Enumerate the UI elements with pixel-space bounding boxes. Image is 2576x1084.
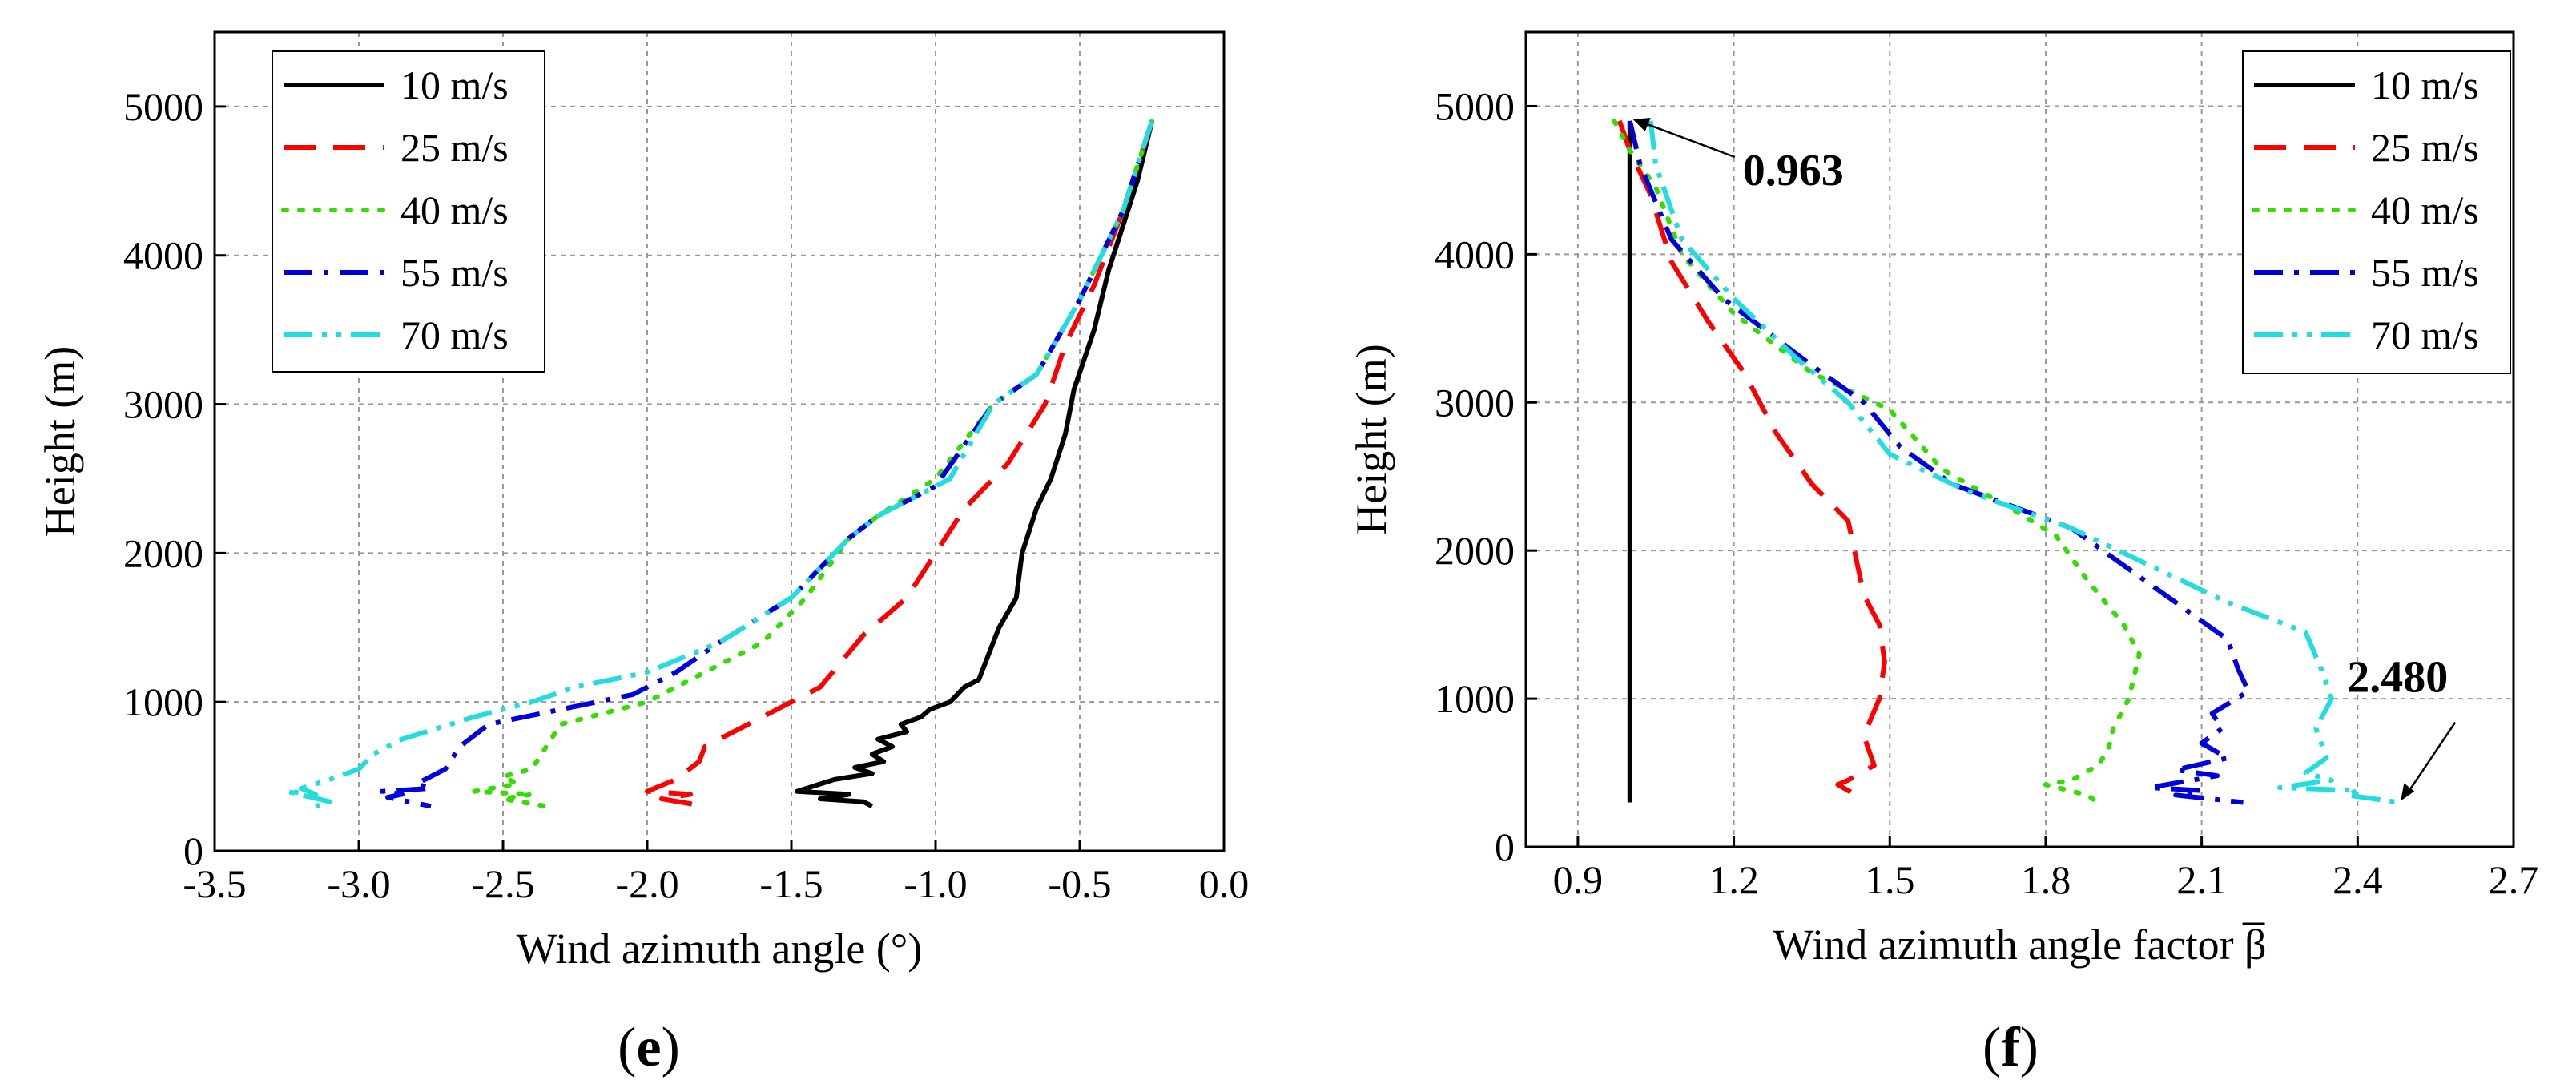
panel-label: (e) <box>618 1017 680 1078</box>
y-tick-label: 0 <box>183 828 203 873</box>
annotation-label: 2.480 <box>2347 653 2448 703</box>
x-axis-title: Wind azimuth angle (°) <box>517 925 923 973</box>
legend: 10 m/s 25 m/s 40 m/s 55 m/s 70 m/s <box>272 50 545 373</box>
series-line-70msms <box>1648 120 2400 805</box>
y-tick-label: 3000 <box>123 382 203 427</box>
plot-frame <box>1524 30 2515 848</box>
y-tick-label: 2000 <box>123 530 203 575</box>
series-line-55msms <box>1627 120 2251 805</box>
annotation-arrowhead <box>1632 117 1651 131</box>
series-line-40msms <box>472 119 1154 809</box>
x-tick-label: -0.5 <box>1048 861 1111 906</box>
panel-f: 0.9 1.2 1.5 1.8 2.1 2.4 2.7 0 1000 2000 3000 4000 50… <box>1347 30 2539 1078</box>
legend-label: 40 m/s <box>400 187 509 232</box>
x-tick-label: 2.4 <box>2332 857 2383 902</box>
x-tick-label: 1.8 <box>2021 857 2071 902</box>
x-tick-label: -1.0 <box>904 861 967 906</box>
legend-label: 10 m/s <box>2371 62 2479 107</box>
legend-label: 70 m/s <box>2371 312 2479 357</box>
x-tick-label: 2.1 <box>2176 857 2227 902</box>
x-tick-label: 2.7 <box>2489 857 2539 902</box>
annotation-arrowhead <box>2401 783 2415 801</box>
legend-label: 55 m/s <box>400 250 509 295</box>
x-tick-label: -3.0 <box>327 861 390 906</box>
legend-label: 70 m/s <box>400 312 509 357</box>
series-line-25msms <box>1616 119 1887 804</box>
y-tick-label: 4000 <box>1435 232 1515 276</box>
y-tick-label: 4000 <box>123 233 203 278</box>
x-tick-label: 1.5 <box>1865 857 1915 902</box>
plot-frame <box>213 30 1226 852</box>
annotation-arrow <box>1642 121 1736 159</box>
annotation-arrow <box>2405 721 2457 797</box>
legend-label: 10 m/s <box>400 62 509 107</box>
x-axis-title: Wind azimuth angle factor β <box>1773 921 2266 969</box>
y-tick-label: 3000 <box>1435 380 1515 425</box>
legend-label: 25 m/s <box>2371 125 2479 170</box>
series-line-55msms <box>379 120 1154 809</box>
x-tick-label: 0.0 <box>1199 861 1250 906</box>
series-line-10msms <box>795 120 1154 808</box>
y-tick-label: 1000 <box>123 679 203 724</box>
x-tick-label: -3.5 <box>183 861 246 906</box>
annotation-label: 0.963 <box>1743 146 1844 195</box>
x-tick-label: 1.2 <box>1709 857 1759 902</box>
panel-e: -3.5 -3.0 -2.5 -2.0 -1.5 -1.0 -0.5 0.0 0 1000 2000… <box>36 30 1250 1078</box>
x-tick-label: -2.5 <box>471 861 534 906</box>
legend-label: 25 m/s <box>400 125 509 170</box>
y-tick-label: 2000 <box>1435 528 1515 573</box>
y-tick-label: 1000 <box>1435 676 1515 721</box>
panel-label: (f) <box>1982 1017 2039 1078</box>
series-line-70msms <box>284 120 1154 809</box>
y-tick-label: 5000 <box>123 84 203 129</box>
x-tick-label: -1.5 <box>759 861 823 906</box>
y-tick-label: 0 <box>1495 824 1515 869</box>
y-axis-title: Height (m) <box>36 346 84 537</box>
legend-label: 40 m/s <box>2371 187 2479 232</box>
x-tick-label: 0.9 <box>1553 857 1604 902</box>
y-axis-title: Height (m) <box>1347 344 1395 534</box>
x-tick-label: -2.0 <box>615 861 678 906</box>
y-tick-label: 5000 <box>1435 83 1515 128</box>
series-line-25msms <box>645 120 1154 809</box>
legend-label: 55 m/s <box>2371 250 2479 295</box>
legend: 10 m/s 25 m/s 40 m/s 55 m/s 70 m/s <box>2242 50 2511 374</box>
